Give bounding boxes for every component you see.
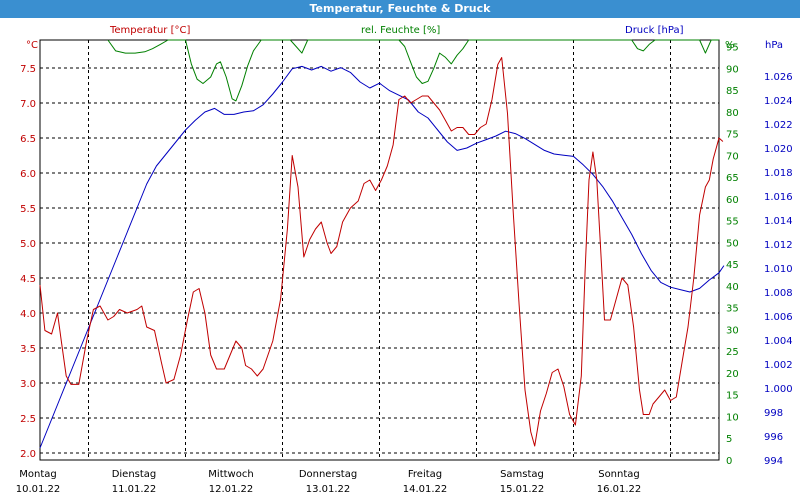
temperature-axis: 2.0 2.5 3.0 3.5 4.0 4.5 5.0 5.5 6.0 6.5 7.0 7.5 bbox=[20, 64, 36, 460]
pressure-tick-label: 1.006 bbox=[764, 312, 793, 323]
humidity-unit-label: % bbox=[725, 40, 735, 51]
window-title: Temperatur, Feuchte & Druck bbox=[0, 0, 800, 18]
humidity-tick-label: 5 bbox=[726, 434, 732, 445]
pressure-tick-label: 1.002 bbox=[764, 360, 793, 371]
pressure-tick-label: 994 bbox=[764, 456, 783, 467]
humidity-tick-label: 65 bbox=[726, 173, 739, 184]
humidity-tick-label: 20 bbox=[726, 369, 739, 380]
humidity-tick-label: 55 bbox=[726, 217, 739, 228]
humidity-tick-label: 25 bbox=[726, 347, 739, 358]
x-date-label: 11.01.22 bbox=[112, 484, 157, 495]
x-day-label: Freitag bbox=[408, 469, 442, 480]
temperature-unit-label: °C bbox=[26, 40, 38, 51]
humidity-tick-label: 95 bbox=[726, 43, 739, 54]
temperature-tick-label: 2.0 bbox=[20, 449, 36, 460]
x-day-label: Dienstag bbox=[112, 469, 157, 480]
temperature-tick-label: 3.0 bbox=[20, 379, 36, 390]
humidity-tick-label: 50 bbox=[726, 238, 739, 249]
chart-grid bbox=[40, 40, 719, 460]
legend-pressure: Druck [hPa] bbox=[625, 25, 684, 36]
pressure-tick-label: 996 bbox=[764, 432, 783, 443]
pressure-tick-label: 1.000 bbox=[764, 384, 793, 395]
x-date-label: 10.01.22 bbox=[16, 484, 61, 495]
x-date-label: 13.01.22 bbox=[306, 484, 351, 495]
pressure-tick-label: 1.024 bbox=[764, 96, 793, 107]
humidity-tick-label: 85 bbox=[726, 86, 739, 97]
x-day-label: Montag bbox=[19, 469, 56, 480]
temperature-tick-label: 2.5 bbox=[20, 414, 36, 425]
humidity-series-line bbox=[107, 39, 719, 102]
humidity-tick-label: 70 bbox=[726, 151, 739, 162]
pressure-axis: 994 996 998 1.000 1.002 1.004 1.006 1.008 1.010 1… bbox=[764, 72, 793, 467]
series-layer bbox=[39, 39, 725, 449]
temperature-tick-label: 7.5 bbox=[20, 64, 36, 75]
x-day-label: Donnerstag bbox=[299, 469, 357, 480]
temperature-tick-label: 6.0 bbox=[20, 169, 36, 180]
pressure-tick-label: 1.010 bbox=[764, 264, 793, 275]
humidity-tick-label: 0 bbox=[726, 456, 732, 467]
humidity-tick-label: 90 bbox=[726, 64, 739, 75]
temperature-tick-label: 5.5 bbox=[20, 204, 36, 215]
temperature-tick-label: 3.5 bbox=[20, 344, 36, 355]
humidity-tick-label: 40 bbox=[726, 282, 739, 293]
humidity-tick-label: 75 bbox=[726, 130, 739, 141]
temperature-tick-label: 4.0 bbox=[20, 309, 36, 320]
humidity-tick-label: 30 bbox=[726, 325, 739, 336]
humidity-tick-label: 45 bbox=[726, 260, 739, 271]
x-axis: Montag 10.01.22 Dienstag 11.01.22 Mittwoch 12… bbox=[16, 469, 642, 495]
pressure-unit-label: hPa bbox=[765, 40, 783, 51]
pressure-tick-label: 1.008 bbox=[764, 288, 793, 299]
x-date-label: 12.01.22 bbox=[209, 484, 254, 495]
pressure-tick-label: 1.014 bbox=[764, 216, 793, 227]
humidity-tick-label: 80 bbox=[726, 108, 739, 119]
temperature-tick-label: 6.5 bbox=[20, 134, 36, 145]
temperature-tick-label: 4.5 bbox=[20, 274, 36, 285]
x-date-label: 15.01.22 bbox=[500, 484, 545, 495]
pressure-tick-label: 998 bbox=[764, 408, 783, 419]
humidity-tick-label: 15 bbox=[726, 391, 739, 402]
x-day-label: Sonntag bbox=[598, 469, 640, 480]
pressure-tick-label: 1.004 bbox=[764, 336, 793, 347]
pressure-tick-label: 1.018 bbox=[764, 168, 793, 179]
temperature-tick-label: 5.0 bbox=[20, 239, 36, 250]
x-date-label: 14.01.22 bbox=[403, 484, 448, 495]
legend-humidity: rel. Feuchte [%] bbox=[361, 25, 440, 36]
humidity-tick-label: 35 bbox=[726, 304, 739, 315]
x-day-label: Mittwoch bbox=[208, 469, 253, 480]
x-day-label: Samstag bbox=[500, 469, 544, 480]
pressure-tick-label: 1.026 bbox=[764, 72, 793, 83]
humidity-axis: 0 5 10 15 20 25 30 35 40 45 50 55 60 65 70 75 80 85 90 95 bbox=[726, 43, 739, 467]
pressure-tick-label: 1.020 bbox=[764, 144, 793, 155]
temperature-series-line bbox=[39, 57, 724, 447]
pressure-tick-label: 1.016 bbox=[764, 192, 793, 203]
x-date-label: 16.01.22 bbox=[597, 484, 642, 495]
humidity-tick-label: 10 bbox=[726, 412, 739, 423]
humidity-tick-label: 60 bbox=[726, 195, 739, 206]
pressure-tick-label: 1.012 bbox=[764, 240, 793, 251]
pressure-tick-label: 1.022 bbox=[764, 120, 793, 131]
legend-temperature: Temperatur [°C] bbox=[109, 25, 190, 36]
temperature-tick-label: 7.0 bbox=[20, 99, 36, 110]
pressure-series-line bbox=[39, 65, 725, 449]
